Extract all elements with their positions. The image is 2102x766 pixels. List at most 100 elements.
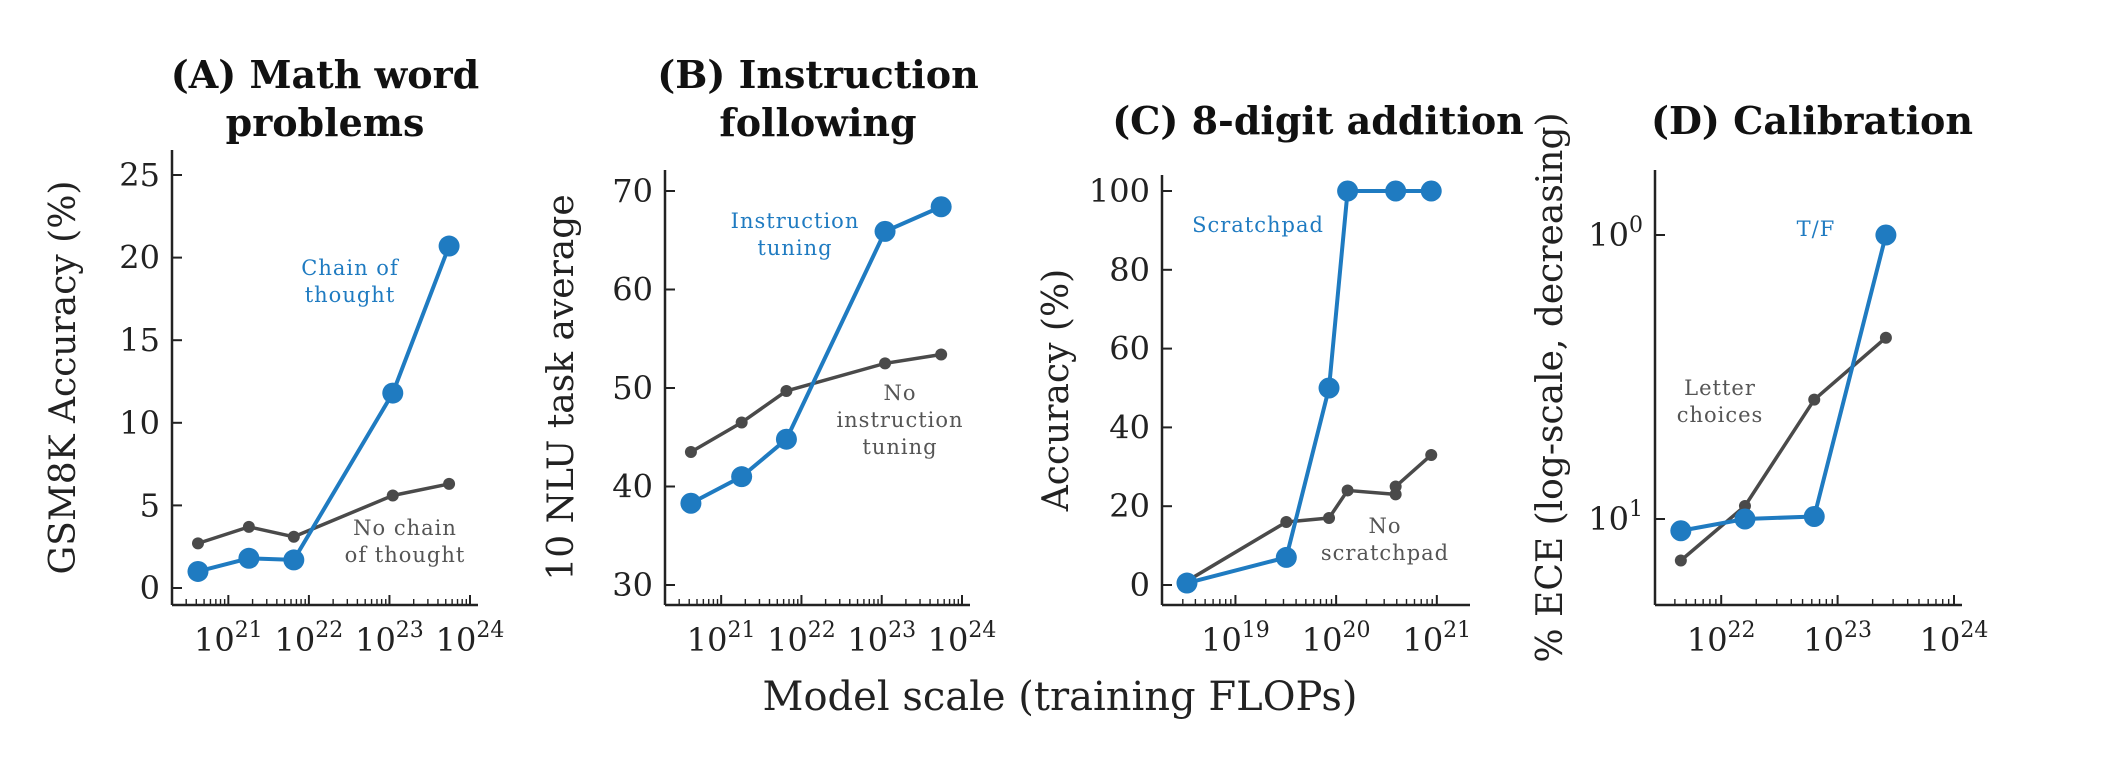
series-letter-choices-point [1808, 393, 1821, 406]
x-tick-label: 1024 [928, 618, 997, 659]
y-tick-label: 60 [1109, 330, 1150, 368]
series-annotation: Instruction [731, 209, 860, 233]
series-no-instruction-tuning-point [780, 384, 793, 397]
y-tick-label: 50 [612, 369, 653, 407]
panel-title-d: (D) Calibration [1651, 98, 1973, 143]
y-tick-label: 100 [1089, 172, 1150, 210]
series-t-f-point [1875, 224, 1897, 246]
y-tick-label: 100 [1588, 213, 1643, 254]
series-chain-of-thought-point [283, 549, 305, 571]
series-no-scratchpad-point [1323, 512, 1336, 525]
panel-title-a: problems [226, 100, 425, 145]
y-tick-label: 40 [1109, 408, 1150, 446]
series-no-scratchpad-point [1425, 448, 1438, 461]
x-tick-label: 1022 [275, 618, 344, 659]
series-annotation: choices [1677, 403, 1764, 427]
series-scratchpad-point [1420, 180, 1442, 202]
y-tick-label: 40 [612, 468, 653, 506]
series-annotation: No [883, 381, 916, 405]
x-tick-label: 1021 [1402, 618, 1471, 659]
series-chain-of-thought-point [438, 235, 460, 257]
series-chain-of-thought-point [382, 382, 404, 404]
series-no-instruction-tuning-point [879, 357, 892, 370]
series-annotation: tuning [757, 236, 832, 260]
series-no-instruction-tuning-point [684, 446, 697, 459]
x-tick-label: 1021 [687, 618, 756, 659]
panel-title-c: (C) 8-digit addition [1112, 98, 1524, 143]
x-tick-label: 1022 [1687, 618, 1756, 659]
series-no-instruction-tuning-point [935, 348, 948, 361]
series-scratchpad-point [1337, 180, 1359, 202]
series-annotation: instruction [836, 408, 963, 432]
series-scratchpad-point [1318, 377, 1340, 399]
series-scratchpad-point [1385, 180, 1407, 202]
series-annotation: scratchpad [1321, 541, 1449, 565]
series-annotation: of thought [345, 543, 466, 567]
series-instruction-tuning-point [731, 466, 753, 488]
series-no-chain-of-thought-point [191, 537, 204, 550]
series-instruction-tuning-point [874, 220, 896, 242]
y-axis-label: Accuracy (%) [1036, 269, 1077, 512]
series-annotation: No [1368, 514, 1401, 538]
x-tick-label: 1023 [1803, 618, 1872, 659]
series-no-scratchpad-point [1280, 515, 1293, 528]
y-tick-label: 101 [1588, 497, 1643, 538]
panel-title-a: (A) Math word [171, 52, 479, 97]
series-instruction-tuning-point [775, 428, 797, 450]
y-tick-label: 0 [1130, 566, 1150, 604]
x-tick-label: 1019 [1201, 618, 1270, 659]
y-axis-label: GSM8K Accuracy (%) [43, 181, 84, 575]
x-tick-label: 1021 [194, 618, 263, 659]
series-annotation: Scratchpad [1192, 213, 1324, 237]
series-no-chain-of-thought-point [242, 520, 255, 533]
series-instruction-tuning-point [680, 492, 702, 514]
y-axis-label: % ECE (log-scale, decreasing) [1530, 112, 1571, 662]
series-chain-of-thought-point [187, 560, 209, 582]
series-annotation: T/F [1797, 217, 1836, 241]
series-t-f-point [1734, 508, 1756, 530]
series-no-scratchpad-point [1389, 480, 1402, 493]
y-tick-label: 10 [119, 404, 160, 442]
y-tick-label: 80 [1109, 251, 1150, 289]
panel-title-b: (B) Instruction [657, 52, 978, 97]
series-scratchpad-point [1275, 546, 1297, 568]
series-annotation: Letter [1684, 376, 1756, 400]
series-no-chain-of-thought-point [287, 530, 300, 543]
x-tick-label: 1023 [355, 618, 424, 659]
series-no-chain-of-thought-point [386, 489, 399, 502]
y-tick-label: 60 [612, 271, 653, 309]
series-letter-choices-point [1879, 331, 1892, 344]
x-tick-label: 1024 [1920, 618, 1989, 659]
series-annotation: Chain of [301, 256, 400, 280]
series-no-instruction-tuning-point [735, 416, 748, 429]
y-tick-label: 25 [119, 156, 160, 194]
series-t-f-point [1670, 520, 1692, 542]
series-t-f-point [1803, 506, 1825, 528]
y-tick-label: 70 [612, 172, 653, 210]
y-tick-label: 20 [119, 239, 160, 277]
y-tick-label: 30 [612, 566, 653, 604]
series-no-scratchpad-point [1341, 484, 1354, 497]
series-instruction-tuning-point [930, 196, 952, 218]
series-annotation: tuning [862, 435, 937, 459]
series-annotation: No chain [353, 516, 457, 540]
series-scratchpad-point [1176, 572, 1198, 594]
x-tick-label: 1020 [1302, 618, 1371, 659]
x-tick-label: 1023 [847, 618, 916, 659]
y-tick-label: 5 [140, 486, 160, 524]
panel-title-b: following [719, 100, 916, 145]
shared-x-axis-label: Model scale (training FLOPs) [763, 674, 1358, 720]
panel-c: (C) 8-digit addition Accuracy (%) 1019 1020… [1036, 98, 1524, 659]
series-letter-choices-point [1674, 554, 1687, 567]
x-tick-label: 1024 [436, 618, 505, 659]
series-chain-of-thought-point [238, 547, 260, 569]
y-axis-label: 10 NLU task average [541, 194, 582, 580]
panel-d: (D) Calibration % ECE (log-scale, decreas… [1530, 98, 1988, 663]
y-tick-label: 0 [140, 569, 160, 607]
series-no-chain-of-thought-point [443, 477, 456, 490]
y-tick-label: 15 [119, 321, 160, 359]
